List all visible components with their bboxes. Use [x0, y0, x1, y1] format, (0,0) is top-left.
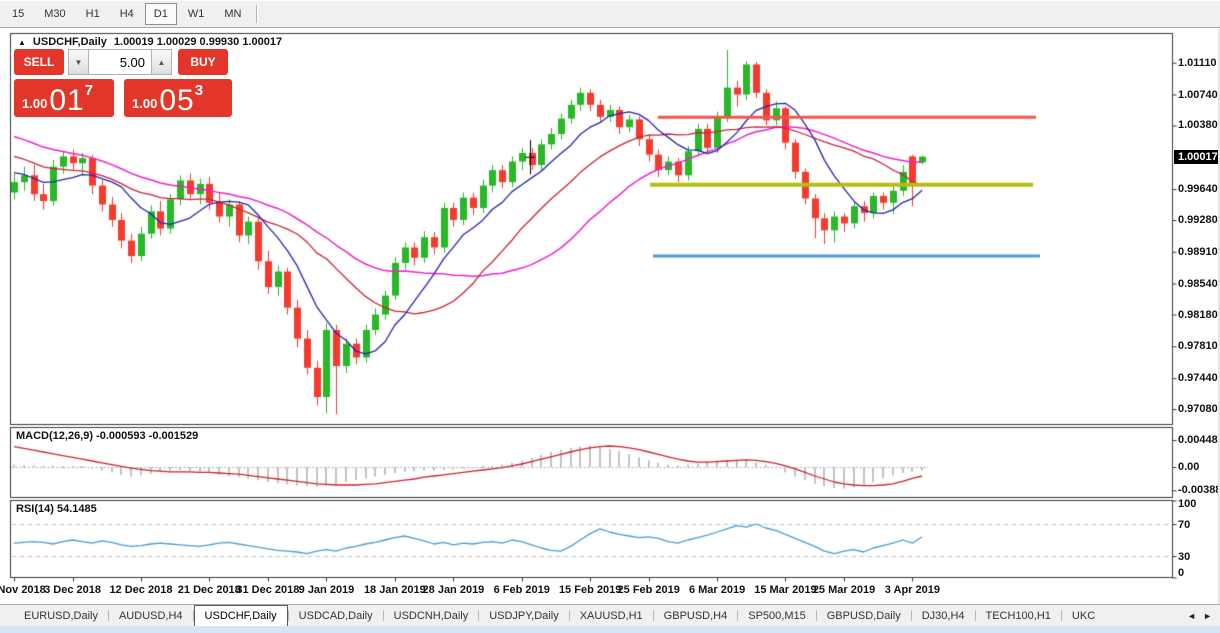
volume-input[interactable] — [89, 49, 151, 75]
tab-separator — [974, 610, 976, 621]
volume-decrease-button[interactable]: ▼ — [68, 49, 89, 75]
chart-symbol-label: USDCHF,Daily — [32, 36, 107, 48]
chart-tab-XAUUSD[interactable]: XAUUSD,H1 — [579, 609, 643, 622]
tab-separator — [652, 610, 654, 621]
axis-tick-label: 0.99280 — [1178, 213, 1218, 226]
date-tick-label: 6 Mar 2019 — [688, 584, 746, 596]
chart-tab-DJ30[interactable]: DJ30,H4 — [921, 609, 965, 622]
rsi-indicator-label: RSI(14) 54.1485 — [16, 503, 97, 515]
tabs-scroll-left-icon[interactable]: ◄ — [1187, 610, 1197, 621]
chart-tab-EURUSD[interactable]: EURUSD,Daily — [24, 609, 98, 622]
chart-tab-USDCAD[interactable]: USDCAD,Daily — [298, 609, 373, 622]
axis-tick-label: 0.97440 — [1178, 372, 1218, 385]
axis-tick-label: 0.004487 — [1178, 434, 1220, 447]
buy-price-prefix: 1.00 — [132, 96, 158, 111]
chart-tab-AUDUSD[interactable]: AUDUSD,H4 — [118, 609, 183, 622]
axis-tick-label: 0.00 — [1178, 461, 1200, 473]
buy-price-display[interactable]: 1.00 05 3 — [124, 79, 232, 117]
date-tick-label: 15 Mar 2019 — [754, 584, 817, 596]
date-tick-label: 23 Nov 2018 — [0, 584, 46, 596]
chart-tab-TECH100[interactable]: TECH100,H1 — [985, 609, 1051, 622]
tab-separator — [737, 610, 739, 621]
chart-tab-UKC[interactable]: UKC — [1071, 609, 1096, 622]
chart-ohlc-values: 1.00019 1.00029 0.99930 1.00017 — [113, 36, 283, 48]
date-tick-label: 12 Dec 2018 — [109, 584, 173, 596]
axis-tick-label: 0.98180 — [1178, 308, 1218, 321]
volume-increase-button[interactable]: ▲ — [151, 49, 172, 75]
macd-indicator-label: MACD(12,26,9) -0.000593 -0.001529 — [16, 430, 199, 442]
collapse-arrow-icon[interactable]: ▲ — [18, 37, 26, 47]
axis-tick-label: 70 — [1178, 519, 1191, 531]
date-tick-label: 21 Dec 2018 — [177, 584, 241, 596]
tab-separator — [107, 610, 109, 621]
chevron-down-icon: ▼ — [74, 57, 83, 67]
axis-tick-label: 1.01110 — [1178, 56, 1217, 69]
tab-separator — [382, 610, 384, 621]
axis-tick-label: -0.003883 — [1178, 484, 1220, 497]
tab-separator — [287, 610, 289, 621]
axis-tick-label: 0.98540 — [1178, 277, 1218, 290]
chart-tab-GBPUSD[interactable]: GBPUSD,H4 — [663, 609, 728, 622]
tab-separator — [478, 610, 480, 621]
axis-tick-label: 30 — [1178, 551, 1191, 563]
date-tick-label: 18 Jan 2019 — [363, 584, 426, 596]
date-tick-label: 28 Jan 2019 — [422, 584, 485, 596]
date-tick-label: 15 Feb 2019 — [558, 584, 622, 596]
tab-separator — [910, 610, 912, 621]
chart-tab-USDCHF[interactable]: USDCHF,Daily — [193, 605, 288, 626]
date-tick-label: 25 Feb 2019 — [617, 584, 680, 596]
axis-tick-label: 0 — [1178, 566, 1185, 579]
status-strip — [0, 626, 1220, 633]
buy-button[interactable]: BUY — [178, 49, 228, 75]
chart-tab-USDCNH[interactable]: USDCNH,Daily — [393, 609, 469, 622]
tab-separator — [568, 610, 570, 621]
tab-separator — [192, 610, 194, 621]
one-click-trading-panel: SELL ▼ ▲ BUY 1.00 01 7 1.00 05 3 — [14, 49, 232, 117]
current-price-tag: 1.00017 — [1174, 149, 1220, 164]
chart-tab-GBPUSD[interactable]: GBPUSD,Daily — [826, 609, 901, 622]
chevron-up-icon: ▲ — [157, 57, 166, 67]
date-tick-label: 9 Jan 2019 — [298, 584, 355, 596]
axis-tick-label: 0.98910 — [1178, 245, 1218, 258]
axis-tick-label: 1.00380 — [1178, 119, 1218, 132]
tabs-scroll-right-icon[interactable]: ► — [1203, 610, 1212, 621]
sell-price-display[interactable]: 1.00 01 7 — [14, 79, 114, 117]
tabs-scroll-controls: ◄ ► — [1177, 605, 1220, 626]
chart-title: ▲ USDCHF,Daily 1.00019 1.00029 0.99930 1… — [18, 36, 282, 48]
axis-tick-label: 0.99640 — [1178, 183, 1218, 196]
chart-tab-SP500[interactable]: SP500,M15 — [748, 609, 806, 622]
window-right-border — [1218, 29, 1220, 604]
axis-tick-label: 100 — [1178, 497, 1197, 510]
sell-price-prefix: 1.00 — [22, 96, 48, 111]
buy-price-big-digits: 05 — [159, 84, 195, 117]
chart-tabs: EURUSD,Daily AUDUSD,H4 USDCHF,Daily USDCAD,… — [14, 605, 1105, 626]
sell-price-pipette: 7 — [84, 82, 94, 99]
axis-tick-label: 0.97810 — [1178, 340, 1218, 353]
chart-tab-USDJPY[interactable]: USDJPY,Daily — [489, 609, 559, 622]
axis-tick-label: 0.97080 — [1178, 403, 1218, 416]
date-tick-label: 6 Feb 2019 — [493, 584, 550, 596]
sell-price-big-digits: 01 — [49, 84, 85, 117]
date-tick-label: 3 Dec 2018 — [44, 584, 102, 596]
date-tick-label: 31 Dec 2018 — [236, 584, 300, 596]
sell-button[interactable]: SELL — [14, 49, 64, 75]
tab-separator — [1060, 610, 1062, 621]
date-tick-label: 3 Apr 2019 — [884, 584, 940, 596]
date-tick-label: 25 Mar 2019 — [812, 584, 876, 596]
buy-price-pipette: 3 — [194, 82, 204, 99]
axis-tick-label: 1.00740 — [1178, 88, 1218, 101]
tab-separator — [815, 610, 817, 621]
chart-tabs-bar: EURUSD,Daily AUDUSD,H4 USDCHF,Daily USDCAD,… — [0, 604, 1220, 626]
